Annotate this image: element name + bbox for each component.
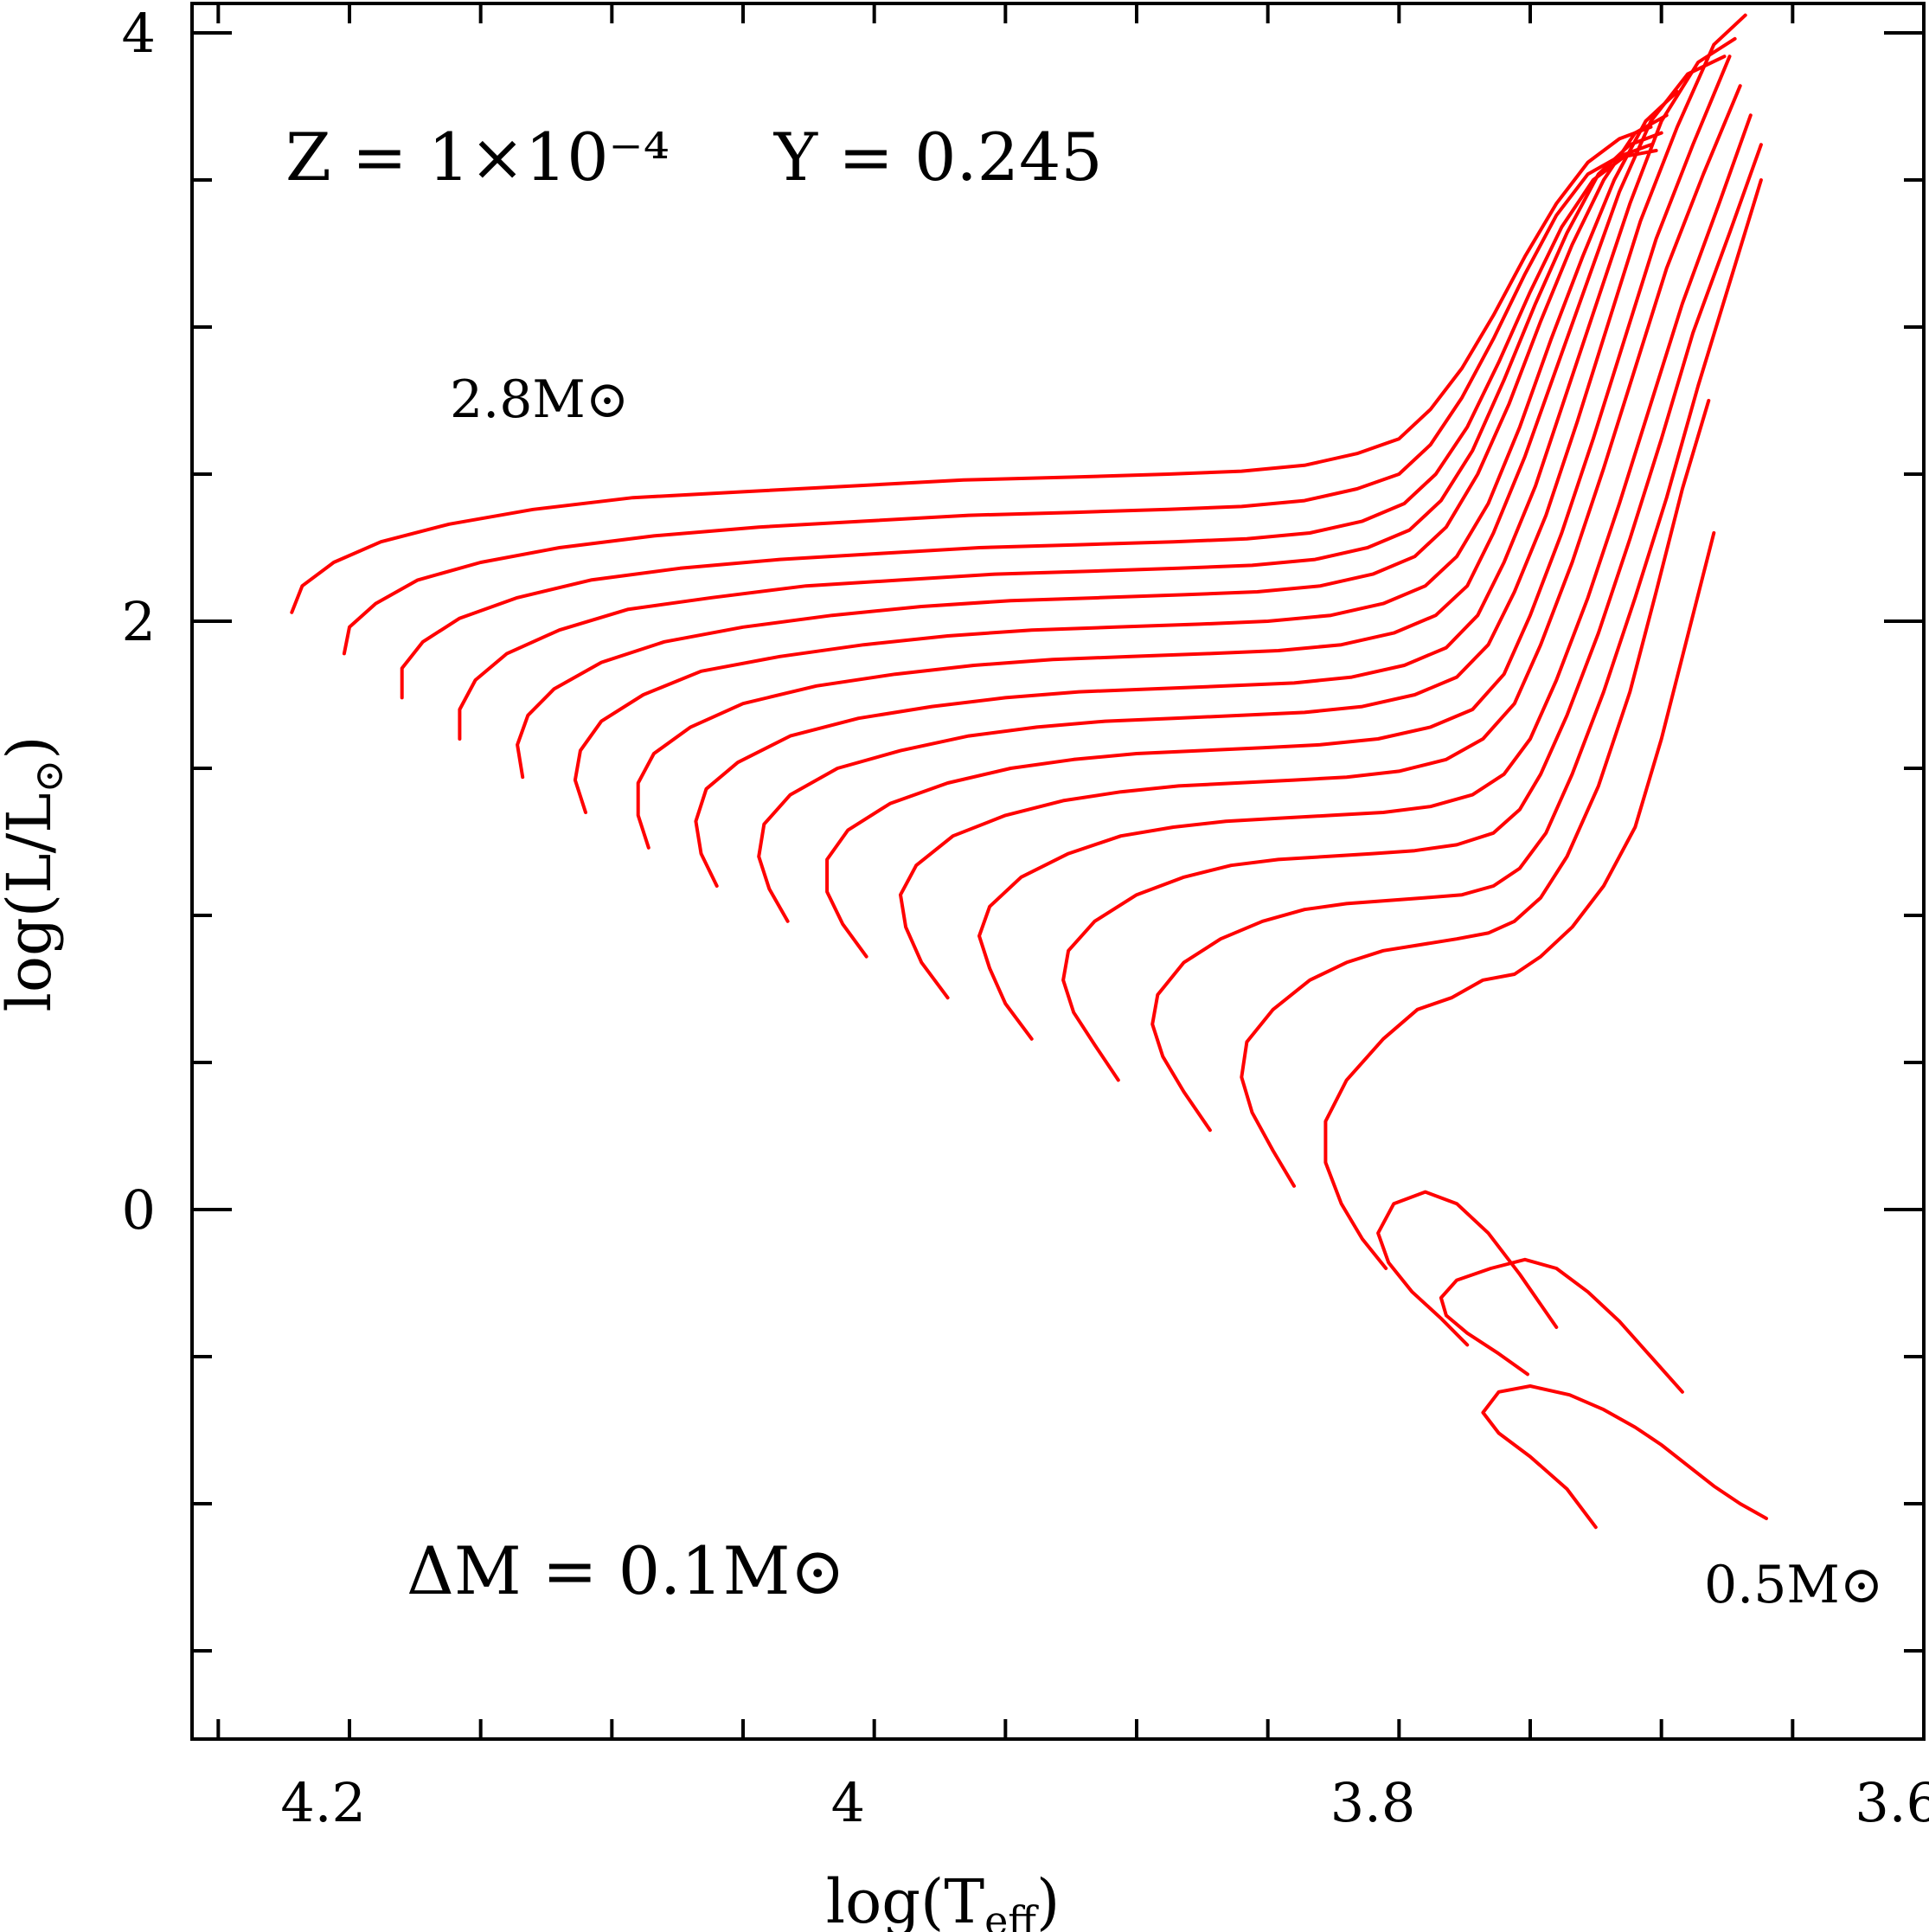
axis-ticks [192, 3, 1926, 1739]
y-tick-label: 0 [122, 1178, 156, 1242]
track-14 [516, 113, 1669, 780]
y-axis-title: log(L/L⊙) [0, 735, 72, 1011]
track-15 [458, 131, 1663, 741]
composition-label: Z = 1×10⁻⁴ Y = 0.245 [285, 119, 1103, 196]
bottom-mass-label: 0.5M⊙ [1704, 1555, 1883, 1615]
x-tick-label: 3.6 [1855, 1771, 1929, 1834]
track-10 [757, 13, 1747, 923]
plot-frame [190, 2, 1926, 1741]
track-17 [342, 143, 1653, 656]
track-3 [1323, 531, 1716, 1270]
track-2 [1376, 1190, 1559, 1347]
track-1 [1439, 1257, 1684, 1394]
track-4 [1240, 399, 1711, 1188]
mass-step-label: ΔM = 0.1M⊙ [407, 1532, 845, 1609]
x-tick-label: 4 [831, 1771, 865, 1834]
track-5 [1150, 178, 1763, 1133]
track-18 [290, 125, 1653, 614]
x-tick-label: 4.2 [280, 1771, 366, 1834]
track-6 [1061, 143, 1763, 1082]
track-7 [977, 113, 1753, 1041]
track-13 [573, 90, 1679, 814]
evolutionary-tracks [290, 13, 1768, 1530]
y-tick-label: 4 [122, 2, 156, 65]
y-tick-label: 2 [122, 590, 156, 653]
track-8 [899, 84, 1742, 1000]
track-11 [694, 36, 1737, 888]
track-0 [1481, 1384, 1768, 1530]
track-9 [825, 55, 1732, 959]
x-axis-title: log(Teff) [826, 1866, 1061, 1932]
track-12 [636, 55, 1727, 850]
tick-labels: 4.2 4 3.8 3.6 0 2 4 [122, 2, 1929, 1834]
track-16 [400, 149, 1658, 700]
x-tick-label: 3.8 [1330, 1771, 1416, 1834]
top-mass-label: 2.8M⊙ [450, 369, 629, 430]
